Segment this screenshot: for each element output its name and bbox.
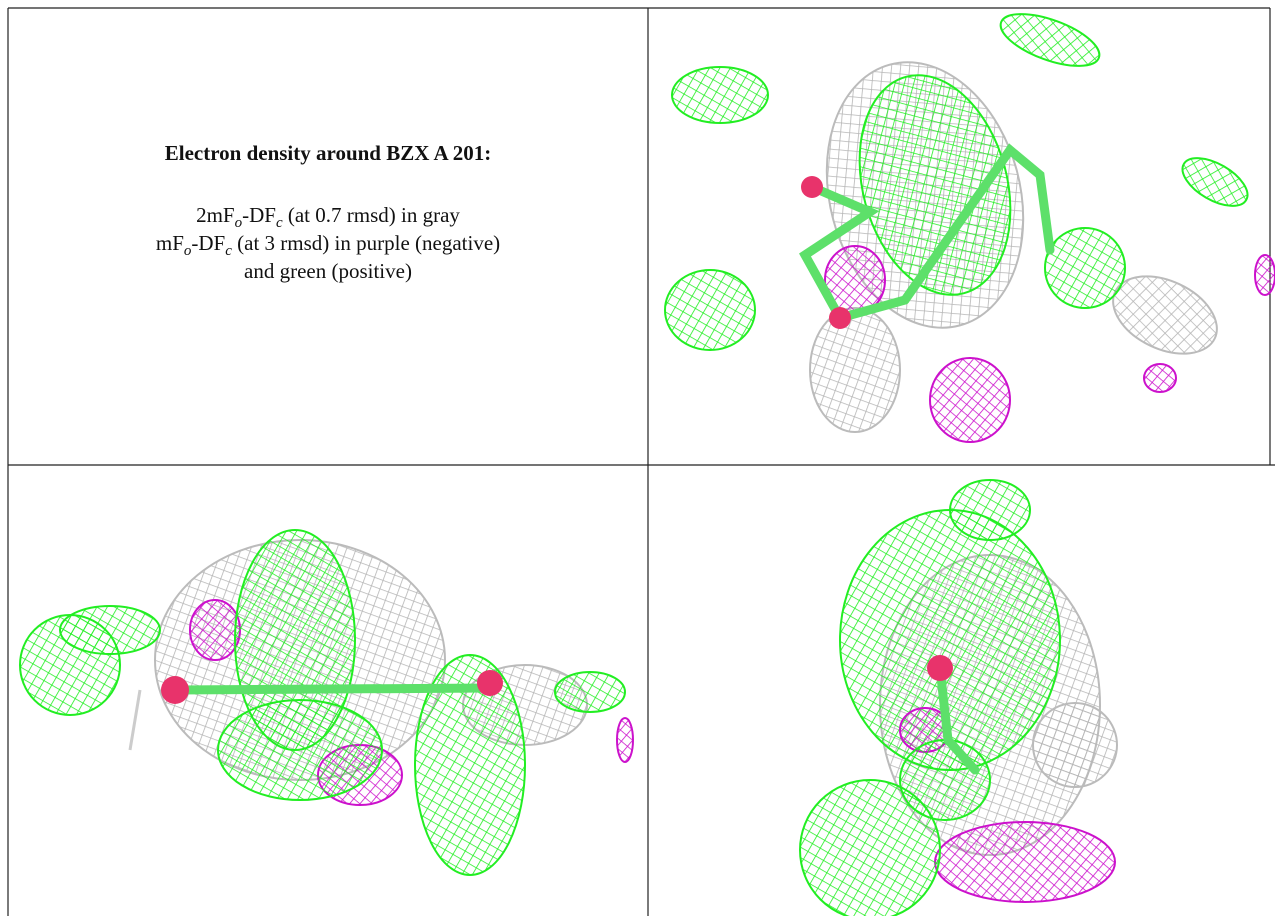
table-lines: [7, 7, 1275, 916]
caption-text: (at 3 rmsd) in purple (negative): [232, 231, 500, 255]
caption-text: -DF: [191, 231, 225, 255]
caption-title: Electron density around BZX A 201:: [165, 141, 492, 165]
subscript: c: [276, 215, 283, 231]
caption-text: mF: [156, 231, 184, 255]
subscript: o: [235, 215, 243, 231]
caption-line: mFo-DFc (at 3 rmsd) in purple (negative): [156, 231, 500, 259]
caption-text: (at 0.7 rmsd) in gray: [283, 203, 461, 227]
density-view-2: [19, 529, 634, 876]
caption-line: 2mFo-DFc (at 0.7 rmsd) in gray: [196, 203, 460, 231]
subscript: o: [184, 243, 192, 259]
subscript: c: [225, 243, 232, 259]
caption-text: 2mF: [196, 203, 235, 227]
caption-text: and green (positive): [244, 259, 412, 283]
density-view-1: [664, 13, 1275, 443]
caption-line: and green (positive): [244, 259, 412, 283]
caption-text: -DF: [242, 203, 276, 227]
density-view-3: [799, 479, 1118, 916]
